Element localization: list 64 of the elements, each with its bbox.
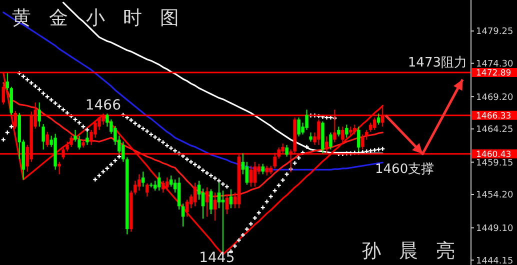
candlestick [369,122,372,132]
y-tick-label: 1469.20 [476,92,514,103]
candlestick [305,109,308,130]
candlestick [317,118,320,146]
ref-line-label: 1472.89 [476,68,512,78]
candlestick [349,126,352,137]
candlestick [309,132,312,142]
candlestick [245,161,248,186]
candlestick [249,165,252,188]
candlestick [209,188,213,215]
candlestick [229,188,233,209]
candlestick [58,161,61,175]
ref-line-label: 1460.43 [476,150,512,160]
candlestick [146,182,149,197]
candlestick [46,131,49,148]
candlestick [377,113,380,126]
annotation: 孙 晨 亮 [362,240,461,262]
annotation: 1466 [85,98,122,114]
candlestick [345,124,348,138]
y-tick-label: 1444.15 [476,256,514,265]
candlestick [185,199,189,218]
candlestick [337,126,340,137]
candlestick [161,180,165,194]
candlestick [122,141,125,162]
candlestick [42,124,45,150]
ref-line-label: 1466.33 [476,111,512,122]
candlestick [153,180,157,192]
y-tick-label: 1449.10 [476,224,514,234]
candlestick [341,126,344,143]
candlestick [165,177,169,192]
candlestick [169,175,173,188]
candlestick [297,116,300,137]
y-tick-label: 1474.30 [476,59,514,70]
candlestick [201,188,205,220]
candlestick [181,203,185,227]
candlestick [353,124,356,135]
chart-title: 黄 金 小 时 图 [12,7,186,29]
y-tick-label: 1454.20 [476,190,514,201]
annotation: 1445 [199,250,235,265]
candlestick [285,144,288,158]
candlestick [78,135,81,150]
candlestick [94,120,97,138]
candlestick [253,161,256,188]
candlestick [134,180,137,196]
y-tick-label: 1464.25 [476,125,514,136]
candlestick [6,72,9,91]
candlestick [138,174,141,192]
candlestick [177,177,181,210]
y-tick-label: 1459.15 [476,158,514,168]
candlestick [265,165,268,176]
candlestick [213,192,217,222]
candlestick [142,171,145,188]
candlestick [205,186,209,218]
candlestick [225,194,229,215]
candlestick [70,135,73,148]
text: 1473阻力 [408,56,467,71]
candlestick [365,129,368,140]
candlestick [38,102,41,128]
candlestick [157,172,161,192]
candlestick [329,132,332,150]
annotation: 1460支撑 [375,162,434,177]
y-tick-label: 1479.25 [476,27,514,38]
candlestick [261,163,264,175]
candlestick [193,182,197,207]
